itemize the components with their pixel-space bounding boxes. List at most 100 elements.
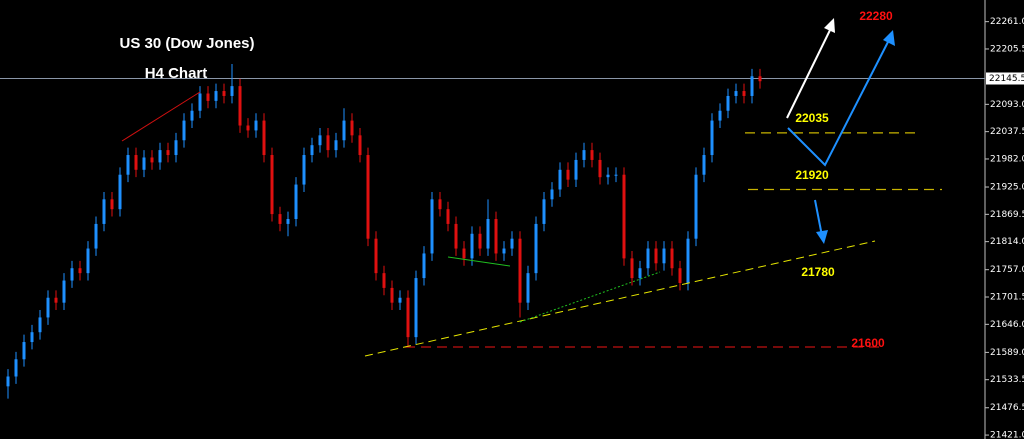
candle-body <box>334 140 338 151</box>
chart-title: US 30 (Dow Jones) <box>119 35 254 52</box>
level-label: 21920 <box>795 168 829 182</box>
candle-body <box>6 376 10 387</box>
candle-body <box>734 91 738 96</box>
plot-area <box>0 63 985 399</box>
arrow <box>814 199 823 237</box>
candle-body <box>558 169 562 190</box>
level-label: 21780 <box>801 265 835 279</box>
candle-body <box>718 110 722 121</box>
candle-body <box>222 91 226 96</box>
trendline <box>121 91 201 142</box>
candle-body <box>414 278 418 338</box>
candle-body <box>438 199 442 210</box>
y-tick-label: 22037.5 <box>990 127 1024 137</box>
candle-body <box>230 86 234 96</box>
candle-body <box>270 155 274 215</box>
candle-body <box>150 157 154 163</box>
y-tick-label: 21925.0 <box>990 183 1024 193</box>
candle-body <box>750 76 754 96</box>
y-tick-label: 21701.5 <box>990 293 1024 303</box>
candle-body <box>86 248 90 274</box>
y-tick-label: 21476.5 <box>990 403 1024 413</box>
candle-body <box>366 155 370 239</box>
y-tick-label: 22261.0 <box>990 17 1024 27</box>
candle-body <box>710 120 714 156</box>
candle-body <box>742 91 746 96</box>
candle-body <box>118 174 122 210</box>
y-tick-label: 21814.0 <box>990 237 1024 247</box>
candle-body <box>310 145 314 156</box>
candle-body <box>158 150 162 163</box>
candle-body <box>278 214 282 224</box>
level-label: 21600 <box>851 336 885 350</box>
y-tick-label: 21982.0 <box>990 154 1024 164</box>
candle-body <box>46 297 50 318</box>
y-tick-label: 22205.5 <box>990 44 1024 54</box>
candle-body <box>102 199 106 224</box>
y-tick-label: 21421.0 <box>990 431 1024 439</box>
candle-body <box>182 120 186 141</box>
candle-body <box>534 223 538 274</box>
arrow-head <box>816 230 828 244</box>
y-tick-label: 21646.0 <box>990 320 1024 330</box>
candle-body <box>262 120 266 156</box>
candle-body <box>406 297 410 338</box>
candle-body <box>30 332 34 343</box>
candle-body <box>662 248 666 264</box>
candle-body <box>198 93 202 111</box>
arrow <box>786 25 833 119</box>
candle-body <box>510 238 514 249</box>
candle-body <box>302 155 306 185</box>
candle-body <box>110 199 114 210</box>
current-price-label: 22145.5 <box>989 74 1024 84</box>
y-tick-label: 21533.5 <box>990 375 1024 385</box>
candle-body <box>246 125 250 131</box>
candle-body <box>206 93 210 101</box>
candle-body <box>166 150 170 156</box>
candle-body <box>294 184 298 220</box>
candle-body <box>14 359 18 377</box>
candle-body <box>446 209 450 224</box>
candle-body <box>190 110 194 121</box>
level-label: 22035 <box>795 111 829 125</box>
candle-body <box>518 238 522 303</box>
candle-body <box>670 248 674 269</box>
arrow <box>787 37 891 167</box>
y-tick-label: 21589.0 <box>990 348 1024 358</box>
candle-body <box>542 199 546 224</box>
candle-body <box>238 86 242 126</box>
trendline <box>519 271 661 323</box>
trendline <box>364 240 876 357</box>
candle-body <box>526 273 530 303</box>
candle-body <box>686 238 690 283</box>
candle-body <box>654 248 658 264</box>
candle-body <box>678 268 682 283</box>
candle-body <box>70 268 74 281</box>
current-price-box <box>986 72 1024 85</box>
candle-body <box>350 120 354 136</box>
candle-body <box>38 317 42 333</box>
candle-body <box>54 297 58 303</box>
candle-body <box>758 76 762 82</box>
candle-body <box>486 219 490 249</box>
candle-body <box>630 258 634 279</box>
candle-body <box>214 91 218 101</box>
candle-body <box>342 120 346 141</box>
candle-body <box>694 174 698 239</box>
candle-body <box>590 150 594 160</box>
candle-body <box>22 342 26 360</box>
chart-subtitle: H4 Chart <box>145 65 208 82</box>
arrow-head <box>824 18 835 33</box>
candle-body <box>358 135 362 156</box>
candle-body <box>606 174 610 178</box>
candle-body <box>142 157 146 170</box>
candle-body <box>574 159 578 180</box>
candle-body <box>646 248 650 269</box>
candle-body <box>326 135 330 151</box>
candle-body <box>614 174 618 176</box>
candle-body <box>622 174 626 259</box>
candle-body <box>582 150 586 160</box>
trendline <box>447 256 511 267</box>
